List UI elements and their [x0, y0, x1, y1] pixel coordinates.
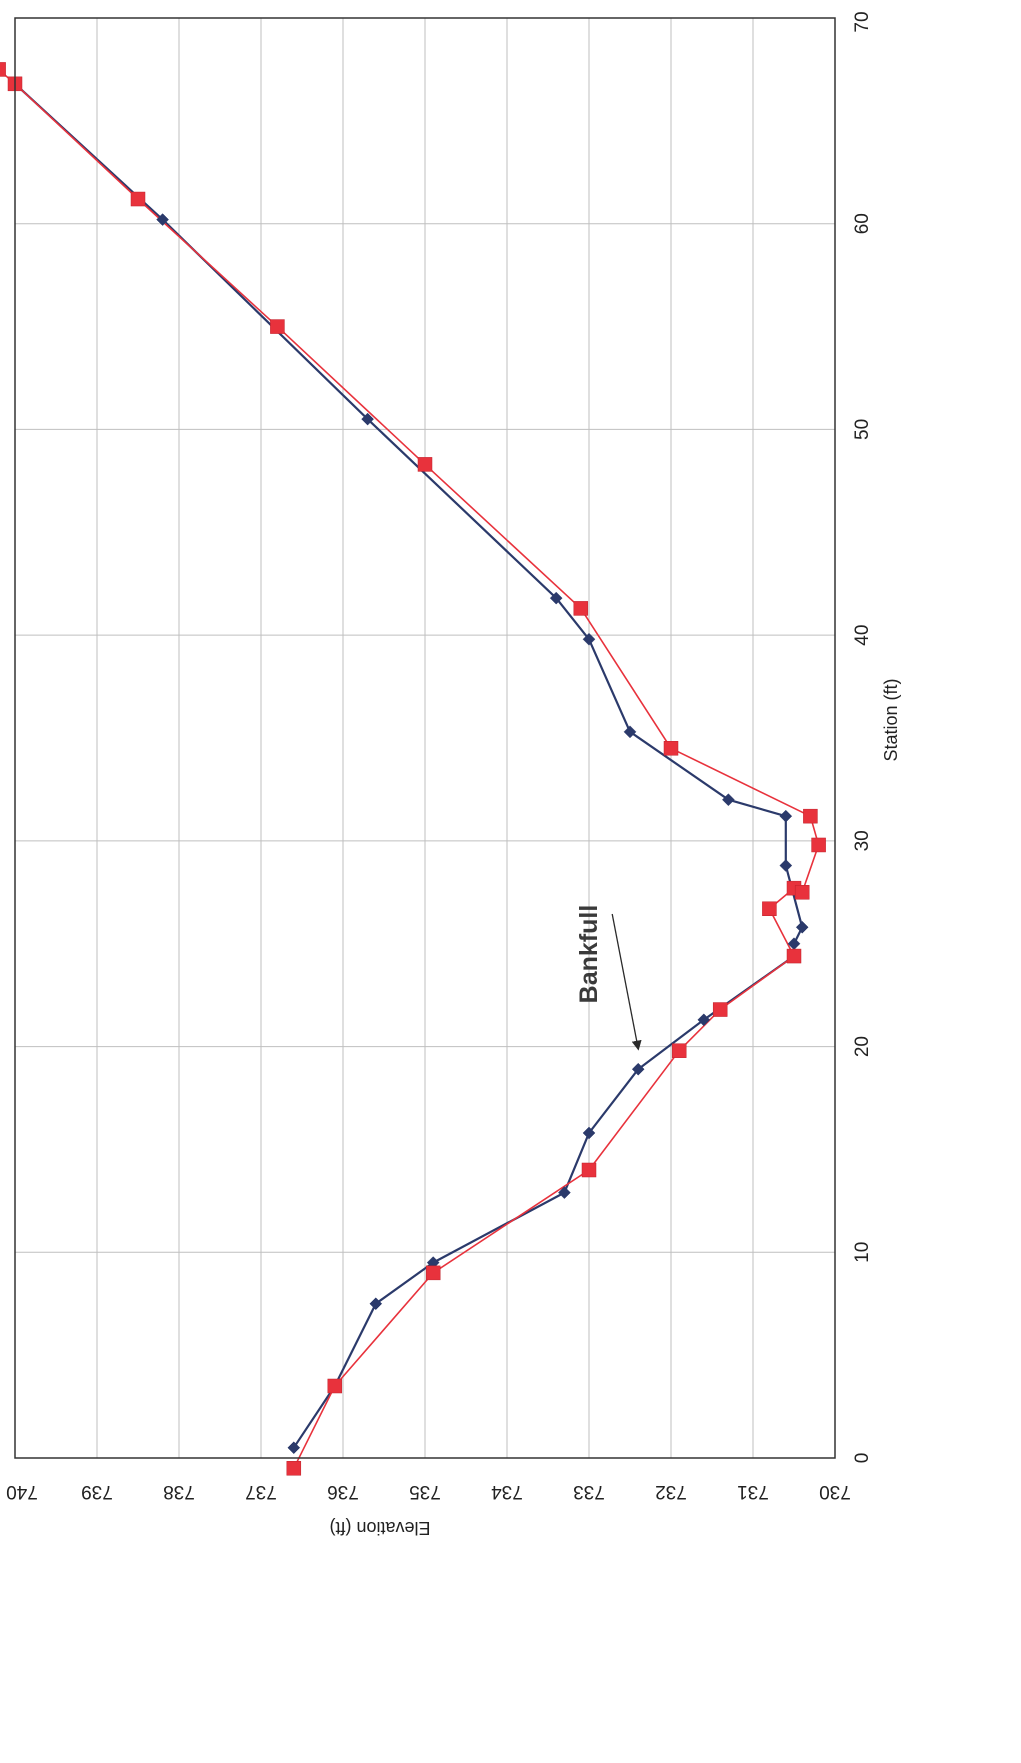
diamond-marker: [795, 920, 809, 934]
square-marker: [794, 885, 810, 900]
square-marker: [573, 601, 589, 616]
square-marker: [712, 1002, 728, 1017]
y-tick-label: 739: [81, 1481, 113, 1502]
y-tick-label: 731: [737, 1481, 769, 1502]
square-marker: [270, 319, 285, 334]
square-marker: [425, 1265, 441, 1281]
square-marker: [811, 837, 826, 853]
diamond-marker: [631, 1062, 645, 1076]
y-tick-label: 734: [491, 1481, 523, 1502]
diamond-marker: [558, 1186, 571, 1199]
x-tick-label: 10: [852, 1242, 873, 1263]
diamond-marker: [623, 725, 637, 739]
marker-layer: [0, 62, 826, 1476]
series-2-line: [0, 69, 820, 1469]
series-1-line: [14, 82, 804, 1449]
square-marker: [417, 457, 433, 472]
y-tick-label: 732: [655, 1481, 687, 1502]
y-tick-label: 740: [6, 1481, 38, 1502]
y-tick-label: 737: [245, 1481, 277, 1502]
diamond-marker: [697, 1013, 711, 1027]
x-tick-label: 20: [852, 1036, 873, 1057]
square-marker: [130, 191, 146, 207]
x-tick-label: 70: [852, 11, 873, 32]
diamond-marker: [369, 1297, 383, 1311]
gridlines: [14, 17, 836, 1459]
plot-area-border: [14, 17, 836, 1459]
square-marker: [663, 741, 679, 756]
x-tick-label: 0: [852, 1453, 873, 1464]
diamond-marker: [287, 1441, 301, 1455]
diamond-marker: [779, 809, 793, 823]
bankfull-annotation: Bankfull: [575, 905, 603, 1004]
annotation-layer: Bankfull: [575, 905, 642, 1051]
bankfull-arrow: [611, 913, 642, 1051]
y-tick-label: 735: [409, 1481, 441, 1502]
y-axis-title: Elevation (ft): [329, 1518, 430, 1538]
diamond-marker: [722, 793, 735, 807]
series-layer: [0, 69, 820, 1469]
square-marker: [286, 1461, 302, 1476]
square-marker: [803, 808, 818, 824]
x-tick-label: 40: [852, 625, 873, 646]
x-tick-label: 30: [852, 830, 873, 851]
y-tick-label: 736: [327, 1481, 359, 1502]
y-tick-label: 733: [573, 1481, 605, 1502]
diamond-marker: [779, 859, 793, 872]
y-tick-label: 738: [163, 1481, 195, 1502]
y-tick-label: 730: [819, 1481, 851, 1502]
diamond-marker: [582, 1126, 596, 1140]
square-marker: [786, 948, 802, 964]
diamond-marker: [361, 412, 374, 426]
tick-labels: 0 10 20 30 40 50 60 70 730 731 732 733 734 735 736 737 7…: [6, 11, 873, 1502]
diamond-marker: [156, 213, 169, 226]
square-marker: [762, 901, 777, 916]
x-axis-title: Station (ft): [881, 678, 901, 761]
square-marker: [0, 62, 6, 77]
square-marker: [327, 1378, 343, 1394]
x-tick-label: 60: [852, 213, 873, 234]
diamond-marker: [549, 591, 563, 605]
square-marker: [581, 1162, 597, 1178]
x-tick-label: 50: [852, 419, 873, 440]
square-marker: [671, 1043, 687, 1058]
diamond-marker: [582, 632, 596, 646]
